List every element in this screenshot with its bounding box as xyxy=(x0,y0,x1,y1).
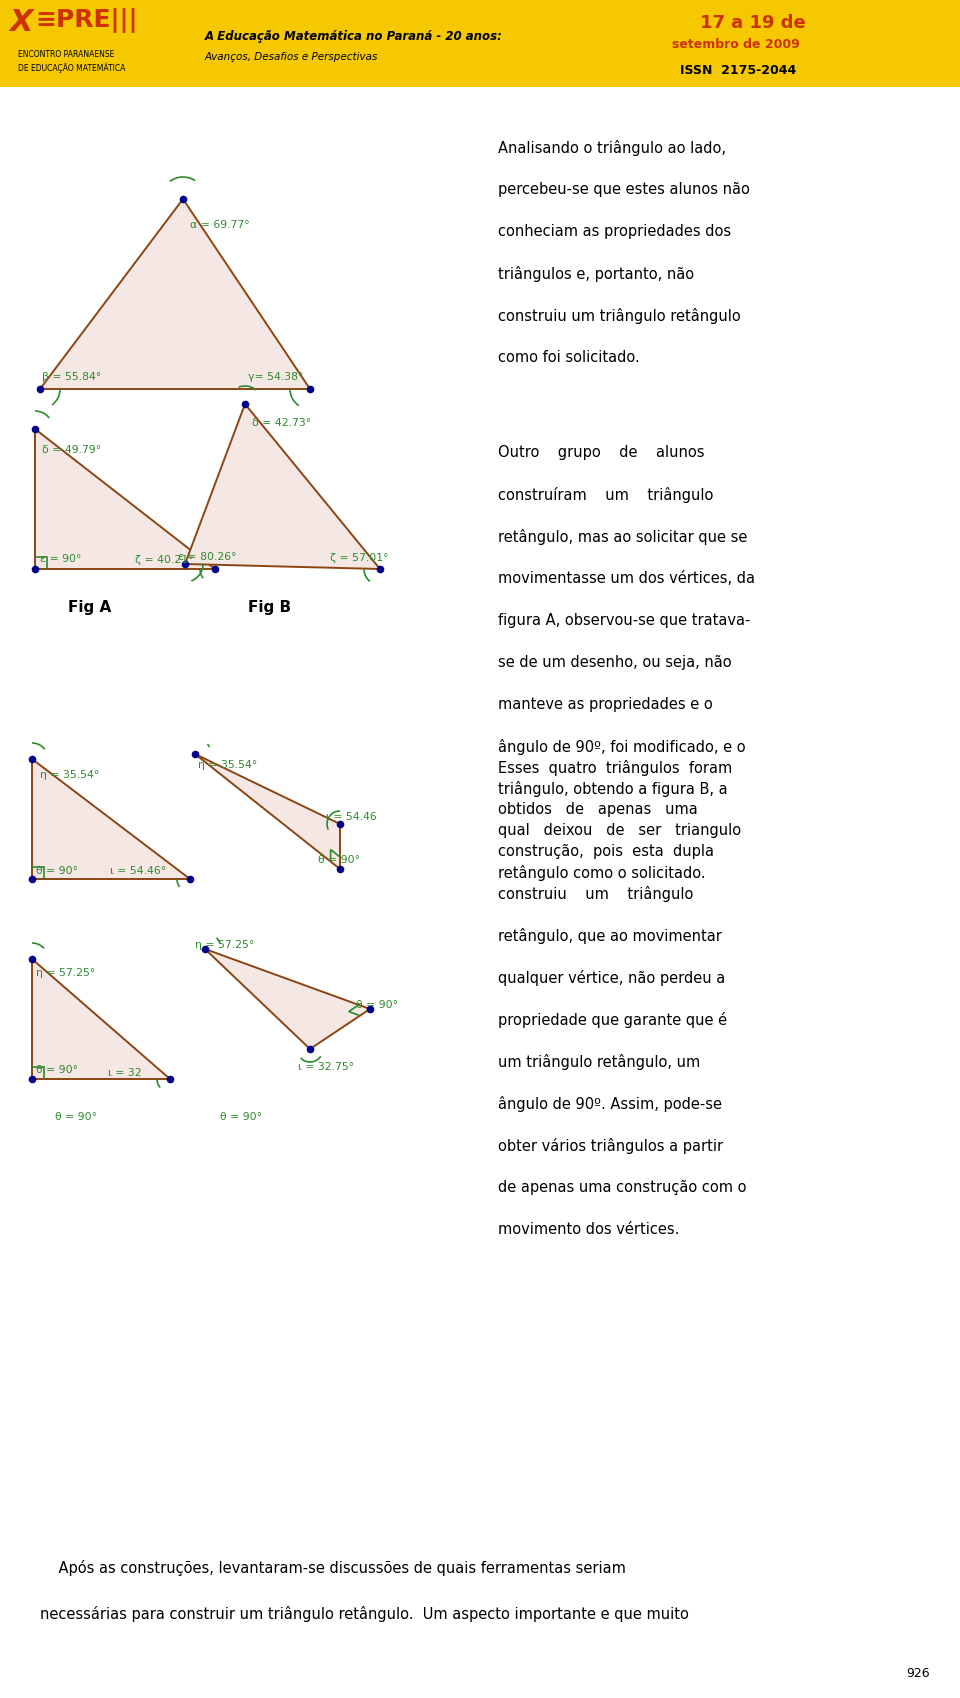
Polygon shape xyxy=(35,430,215,569)
Text: construíram    um    triângulo: construíram um triângulo xyxy=(498,487,713,503)
Text: ≡PRE|||: ≡PRE||| xyxy=(35,8,137,32)
Text: triângulos e, portanto, não: triângulos e, portanto, não xyxy=(498,267,694,282)
Polygon shape xyxy=(185,404,380,569)
Text: manteve as propriedades e o: manteve as propriedades e o xyxy=(498,696,712,711)
Text: figura A, observou-se que tratava-: figura A, observou-se que tratava- xyxy=(498,613,751,628)
Text: retângulo, mas ao solicitar que se: retângulo, mas ao solicitar que se xyxy=(498,528,748,545)
Text: Após as construções, levantaram-se discussões de quais ferramentas seriam: Após as construções, levantaram-se discu… xyxy=(40,1559,626,1576)
Text: qual   deixou   de   ser   triangulo: qual deixou de ser triangulo xyxy=(498,822,741,837)
Text: ângulo de 90º. Assim, pode-se: ângulo de 90º. Assim, pode-se xyxy=(498,1095,722,1112)
Text: como foi solicitado.: como foi solicitado. xyxy=(498,350,639,365)
Text: retângulo, que ao movimentar: retângulo, que ao movimentar xyxy=(498,927,722,944)
Text: obter vários triângulos a partir: obter vários triângulos a partir xyxy=(498,1138,723,1153)
Text: movimento dos vértices.: movimento dos vértices. xyxy=(498,1221,680,1236)
Text: ι = 54.46°: ι = 54.46° xyxy=(110,866,166,876)
Text: um triângulo retângulo, um: um triângulo retângulo, um xyxy=(498,1053,700,1070)
Text: se de um desenho, ou seja, não: se de um desenho, ou seja, não xyxy=(498,655,732,669)
Text: de apenas uma construção com o: de apenas uma construção com o xyxy=(498,1180,747,1194)
Text: ι = 32: ι = 32 xyxy=(108,1068,142,1077)
Text: θ = 90°: θ = 90° xyxy=(318,854,360,864)
Text: γ= 54.38°: γ= 54.38° xyxy=(248,372,303,382)
Text: qualquer vértice, não perdeu a: qualquer vértice, não perdeu a xyxy=(498,970,725,985)
Text: Avanços, Desafios e Perspectivas: Avanços, Desafios e Perspectivas xyxy=(205,53,378,61)
Text: Fig A: Fig A xyxy=(68,599,111,615)
Text: Outro    grupo    de    alunos: Outro grupo de alunos xyxy=(498,445,705,460)
Text: α = 69.77°: α = 69.77° xyxy=(190,219,250,229)
Text: retângulo como o solicitado.: retângulo como o solicitado. xyxy=(498,864,706,881)
Text: percebeu-se que estes alunos não: percebeu-se que estes alunos não xyxy=(498,182,750,197)
Text: δ = 42.73°: δ = 42.73° xyxy=(252,418,311,428)
Text: β = 55.84°: β = 55.84° xyxy=(42,372,101,382)
Text: η = 35.54°: η = 35.54° xyxy=(40,769,99,779)
Text: ε = 90°: ε = 90° xyxy=(40,554,82,564)
Text: obtidos   de   apenas   uma: obtidos de apenas uma xyxy=(498,801,698,817)
Text: A Educação Matemática no Paraná - 20 anos:: A Educação Matemática no Paraná - 20 ano… xyxy=(205,31,503,42)
Text: ζ = 57.01°: ζ = 57.01° xyxy=(330,552,389,562)
Text: η = 35.54°: η = 35.54° xyxy=(198,759,257,769)
Text: triângulo, obtendo a figura B, a: triângulo, obtendo a figura B, a xyxy=(498,781,728,796)
Text: Esses  quatro  triângulos  foram: Esses quatro triângulos foram xyxy=(498,759,732,776)
Text: conheciam as propriedades dos: conheciam as propriedades dos xyxy=(498,224,732,239)
Polygon shape xyxy=(205,949,370,1049)
Text: ε = 80.26°: ε = 80.26° xyxy=(178,552,236,562)
Text: ι = 32.75°: ι = 32.75° xyxy=(298,1061,354,1071)
Text: θ = 90°: θ = 90° xyxy=(55,1112,97,1121)
Text: construiu um triângulo retângulo: construiu um triângulo retângulo xyxy=(498,307,741,324)
Text: θ = 90°: θ = 90° xyxy=(356,1000,398,1009)
Text: construção,  pois  esta  dupla: construção, pois esta dupla xyxy=(498,844,714,859)
Text: ISSN  2175-2044: ISSN 2175-2044 xyxy=(680,65,796,76)
Text: movimentasse um dos vértices, da: movimentasse um dos vértices, da xyxy=(498,571,755,586)
Text: η = 57.25°: η = 57.25° xyxy=(36,968,95,978)
Text: η = 57.25°: η = 57.25° xyxy=(195,939,254,949)
Text: Analisando o triângulo ao lado,: Analisando o triângulo ao lado, xyxy=(498,139,726,156)
Text: ângulo de 90º, foi modificado, e o: ângulo de 90º, foi modificado, e o xyxy=(498,739,746,754)
Text: Fig B: Fig B xyxy=(249,599,292,615)
Text: setembro de 2009: setembro de 2009 xyxy=(672,37,800,51)
Text: ENCONTRO PARANAENSE
DE EDUCAÇÃO MATEMÁTICA: ENCONTRO PARANAENSE DE EDUCAÇÃO MATEMÁTI… xyxy=(18,49,126,73)
Text: X: X xyxy=(10,8,34,37)
Text: 17 a 19 de: 17 a 19 de xyxy=(700,14,805,32)
Text: θ = 90°: θ = 90° xyxy=(36,1065,78,1075)
Text: construiu    um    triângulo: construiu um triângulo xyxy=(498,885,693,902)
Polygon shape xyxy=(32,959,170,1080)
Polygon shape xyxy=(32,759,190,880)
FancyBboxPatch shape xyxy=(0,0,960,88)
Text: δ = 49.79°: δ = 49.79° xyxy=(42,445,101,455)
Text: ζ = 40.21°: ζ = 40.21° xyxy=(135,555,194,565)
Text: propriedade que garante que é: propriedade que garante que é xyxy=(498,1012,727,1027)
Text: θ = 90°: θ = 90° xyxy=(36,866,78,876)
Text: 926: 926 xyxy=(906,1666,930,1679)
Text: θ = 90°: θ = 90° xyxy=(220,1112,262,1121)
Polygon shape xyxy=(40,200,310,391)
Polygon shape xyxy=(195,754,340,869)
Text: ι = 54.46: ι = 54.46 xyxy=(326,812,376,822)
Text: necessárias para construir um triângulo retângulo.  Um aspecto importante e que : necessárias para construir um triângulo … xyxy=(40,1605,689,1622)
